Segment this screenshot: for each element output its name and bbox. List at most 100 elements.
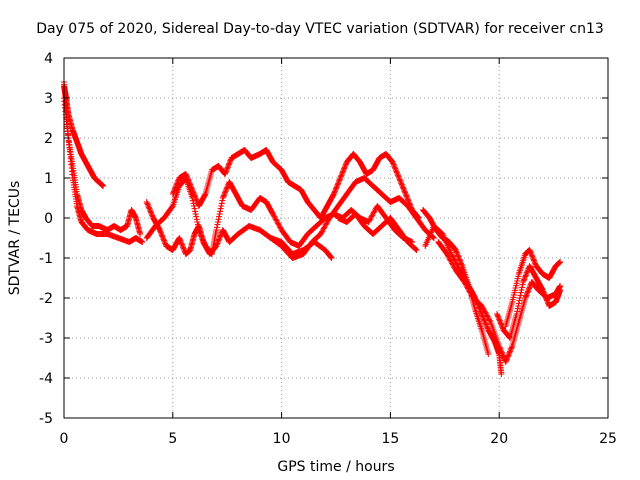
data-point bbox=[277, 224, 284, 231]
data-point bbox=[222, 169, 229, 176]
data-point bbox=[391, 163, 398, 169]
data-point bbox=[216, 236, 223, 243]
data-point bbox=[159, 233, 166, 240]
data-point bbox=[451, 264, 458, 271]
data-point bbox=[402, 191, 409, 197]
data-point bbox=[399, 184, 406, 191]
data-point bbox=[183, 173, 190, 180]
data-point bbox=[192, 211, 199, 217]
data-point bbox=[198, 233, 205, 240]
data-point bbox=[148, 209, 155, 216]
data-point bbox=[528, 251, 535, 257]
data-point bbox=[321, 224, 328, 231]
data-point bbox=[467, 289, 474, 296]
data-point bbox=[201, 192, 208, 198]
data-point bbox=[214, 221, 221, 228]
data-point bbox=[223, 167, 230, 173]
data-point bbox=[516, 295, 523, 301]
series-satellite-track-12 bbox=[494, 263, 564, 341]
data-point bbox=[403, 192, 410, 199]
data-point bbox=[176, 236, 183, 243]
data-point bbox=[186, 180, 193, 187]
data-point bbox=[497, 319, 504, 325]
y-tick-label: -4 bbox=[39, 371, 53, 387]
data-point bbox=[217, 205, 224, 212]
data-point bbox=[342, 161, 349, 168]
data-point bbox=[515, 303, 522, 309]
data-point bbox=[496, 344, 503, 351]
data-point bbox=[342, 163, 349, 169]
data-point bbox=[320, 225, 327, 232]
y-tick-label: 2 bbox=[44, 131, 53, 147]
data-point bbox=[197, 229, 203, 236]
data-point bbox=[391, 164, 398, 171]
data-point bbox=[517, 289, 524, 296]
data-point bbox=[447, 257, 454, 264]
data-point bbox=[334, 183, 341, 189]
data-point bbox=[182, 171, 189, 177]
data-point bbox=[462, 281, 469, 288]
data-point bbox=[393, 169, 400, 176]
data-point bbox=[272, 216, 279, 223]
x-axis-label: GPS time / hours bbox=[277, 459, 394, 475]
data-point bbox=[412, 245, 419, 252]
y-tick-label: -5 bbox=[39, 411, 53, 427]
data-point bbox=[494, 312, 501, 319]
y-axis-label: SDTVAR / TECUs bbox=[7, 181, 23, 296]
data-point bbox=[449, 261, 456, 268]
data-point bbox=[187, 181, 194, 188]
data-point bbox=[394, 171, 401, 177]
data-point bbox=[220, 193, 227, 200]
data-point bbox=[525, 287, 532, 293]
data-point bbox=[222, 189, 229, 196]
data-point bbox=[137, 231, 144, 237]
data-point bbox=[189, 188, 196, 195]
data-point bbox=[223, 168, 230, 175]
data-point bbox=[495, 315, 502, 321]
data-point bbox=[557, 259, 564, 265]
data-point bbox=[334, 181, 341, 188]
data-point bbox=[197, 231, 204, 237]
data-point bbox=[179, 243, 186, 249]
data-point bbox=[336, 177, 343, 184]
data-point bbox=[445, 253, 452, 260]
data-point bbox=[449, 260, 456, 267]
data-point bbox=[390, 160, 397, 167]
data-point bbox=[519, 281, 526, 288]
data-point bbox=[170, 188, 177, 195]
data-point bbox=[494, 311, 501, 317]
data-point bbox=[213, 224, 220, 231]
data-point bbox=[275, 221, 282, 228]
data-point bbox=[401, 187, 407, 193]
data-point bbox=[523, 291, 530, 297]
y-tick-label: 4 bbox=[44, 51, 53, 67]
data-point bbox=[507, 347, 514, 353]
data-point bbox=[530, 256, 537, 263]
data-point bbox=[465, 285, 472, 292]
data-point bbox=[531, 257, 538, 264]
data-point bbox=[483, 311, 490, 317]
data-point bbox=[539, 287, 546, 293]
data-point bbox=[146, 207, 153, 213]
data-point bbox=[443, 251, 450, 257]
data-point bbox=[393, 168, 400, 175]
data-point bbox=[461, 279, 468, 285]
data-point bbox=[484, 313, 491, 320]
data-point bbox=[269, 211, 276, 217]
data-point bbox=[500, 352, 507, 359]
data-point bbox=[331, 188, 338, 195]
data-point bbox=[185, 176, 192, 183]
data-point bbox=[482, 320, 489, 327]
data-point bbox=[149, 212, 156, 219]
data-point bbox=[192, 208, 199, 215]
data-point bbox=[180, 245, 187, 252]
data-point bbox=[337, 173, 344, 180]
data-point bbox=[199, 236, 206, 243]
data-point bbox=[486, 317, 493, 324]
data-point bbox=[215, 237, 222, 244]
x-tick-label: 0 bbox=[60, 431, 69, 447]
data-point bbox=[506, 334, 513, 341]
data-point bbox=[531, 259, 538, 265]
data-point bbox=[226, 160, 233, 167]
